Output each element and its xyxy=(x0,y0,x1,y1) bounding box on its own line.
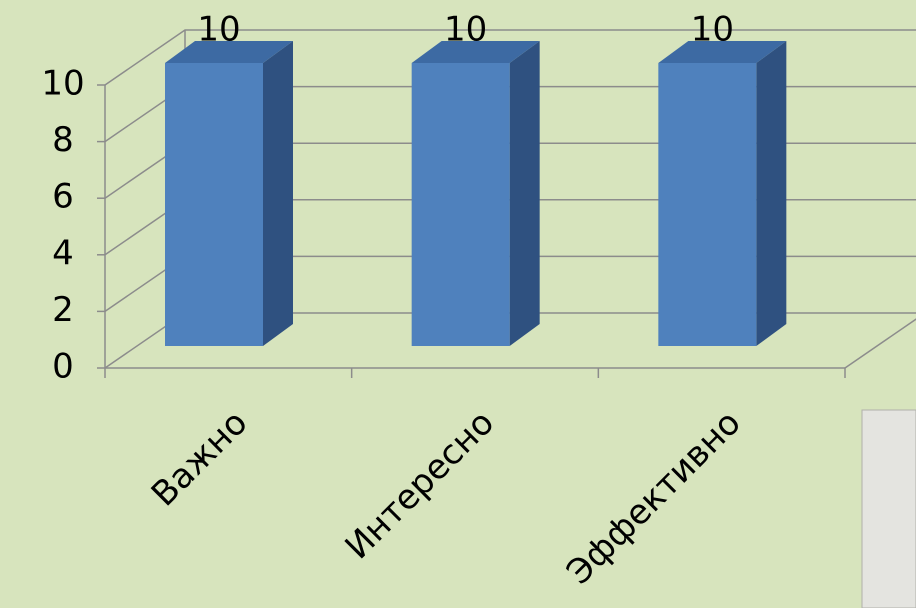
bar-side xyxy=(263,41,293,346)
photo-thumbnail xyxy=(861,409,916,608)
bar xyxy=(165,63,263,346)
bar-top xyxy=(658,41,787,63)
grid-line xyxy=(104,29,916,86)
y-tick-label: 4 xyxy=(52,233,74,273)
y-tick-label: 10 xyxy=(41,64,84,104)
bar-top xyxy=(165,41,293,63)
data-label: 10 xyxy=(197,10,240,50)
y-tick-label: 2 xyxy=(52,290,74,330)
bar-side xyxy=(509,41,540,346)
bar-side xyxy=(756,41,787,346)
data-label: 10 xyxy=(444,10,487,50)
floor-edge xyxy=(844,318,916,369)
bar-top xyxy=(411,41,540,63)
y-tick-label: 8 xyxy=(52,120,74,160)
y-tick-label: 0 xyxy=(52,347,74,387)
data-label: 10 xyxy=(691,10,734,50)
bar xyxy=(658,63,757,346)
y-tick-label: 6 xyxy=(52,177,74,217)
bar xyxy=(411,63,510,346)
